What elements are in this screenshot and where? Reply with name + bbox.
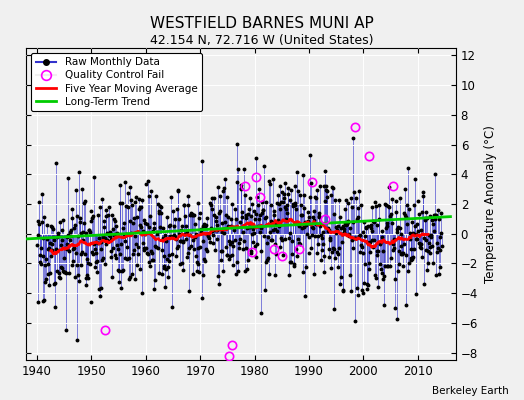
Text: Berkeley Earth: Berkeley Earth bbox=[432, 386, 508, 396]
Text: WESTFIELD BARNES MUNI AP: WESTFIELD BARNES MUNI AP bbox=[150, 16, 374, 31]
Y-axis label: Temperature Anomaly (°C): Temperature Anomaly (°C) bbox=[484, 125, 497, 283]
Text: 42.154 N, 72.716 W (United States): 42.154 N, 72.716 W (United States) bbox=[150, 34, 374, 47]
Legend: Raw Monthly Data, Quality Control Fail, Five Year Moving Average, Long-Term Tren: Raw Monthly Data, Quality Control Fail, … bbox=[31, 53, 202, 111]
